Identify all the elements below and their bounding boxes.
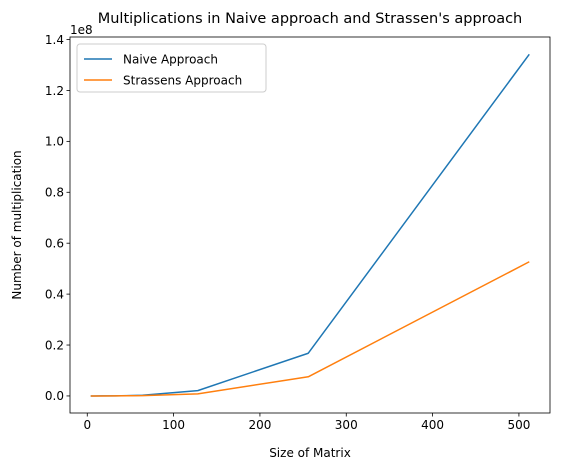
x-tick-label: 500 (507, 418, 530, 432)
x-tick-label: 0 (83, 418, 91, 432)
plot-frame (69, 36, 551, 414)
x-axis-label: Size of Matrix (269, 446, 351, 460)
y-tick-label: 1.4 (45, 33, 64, 47)
y-axis-label: Number of multiplication (10, 150, 24, 299)
x-tick-label: 200 (248, 418, 271, 432)
x-axis: 0 100 200 300 400 500 (83, 413, 530, 432)
y-tick-label: 0.8 (45, 186, 64, 200)
legend-box (76, 43, 267, 93)
legend-label-1: Strassens Approach (123, 73, 242, 87)
y-offset-text: 1e8 (70, 23, 93, 37)
chart-title: Multiplications in Naive approach and St… (98, 11, 523, 27)
x-tick-label: 400 (421, 418, 444, 432)
y-tick-label: 0.4 (45, 287, 64, 301)
plot-lines (90, 53, 530, 397)
y-axis: 0.0 0.2 0.4 0.6 0.8 1.0 1.2 1.4 (45, 33, 70, 403)
y-tick-label: 0.0 (45, 389, 64, 403)
series-line-1 (90, 261, 530, 397)
series-line-0 (90, 53, 530, 397)
y-tick-label: 0.6 (45, 237, 64, 251)
legend-label-0: Naive Approach (123, 52, 218, 66)
x-tick-label: 100 (162, 418, 185, 432)
y-tick-label: 1.0 (45, 135, 64, 149)
legend: Naive Approach Strassens Approach (76, 43, 267, 93)
x-tick-label: 300 (335, 418, 358, 432)
y-tick-label: 0.2 (45, 338, 64, 352)
y-tick-label: 1.2 (45, 84, 64, 98)
